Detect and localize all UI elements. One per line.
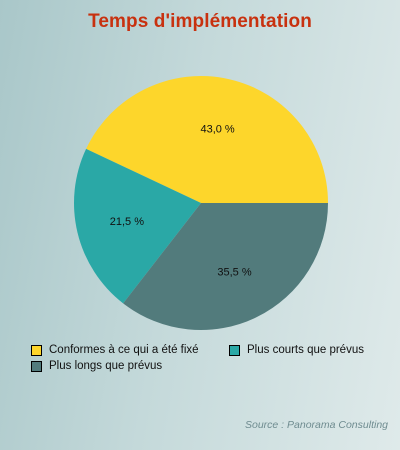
legend-swatch-plus-longs — [31, 360, 42, 372]
pie-slice-plus-courts — [74, 148, 201, 304]
source-note: Source : Panorama Consulting — [245, 419, 388, 431]
legend-swatch-plus-courts — [229, 344, 240, 356]
legend-swatch-conformes — [31, 344, 42, 356]
chart-title: Temps d'implémentation — [88, 11, 312, 32]
pie-slice-conformes — [86, 76, 328, 203]
data-label-conformes: 43,0 % — [200, 124, 234, 136]
data-label-plus-courts: 21,5 % — [110, 216, 144, 228]
pie-slice-plus-longs — [123, 203, 328, 331]
legend-label-plus-courts: Plus courts que prévus — [247, 344, 364, 356]
data-label-plus-longs: 35,5 % — [217, 266, 251, 278]
legend-item-plus-courts: Plus courts que prévus — [229, 344, 364, 356]
legend-label-conformes: Conformes à ce qui a été fixé — [49, 344, 199, 356]
legend-item-conformes: Conformes à ce qui a été fixé — [31, 344, 199, 356]
legend-label-plus-longs: Plus longs que prévus — [49, 360, 163, 372]
legend-item-plus-longs: Plus longs que prévus — [31, 360, 162, 372]
